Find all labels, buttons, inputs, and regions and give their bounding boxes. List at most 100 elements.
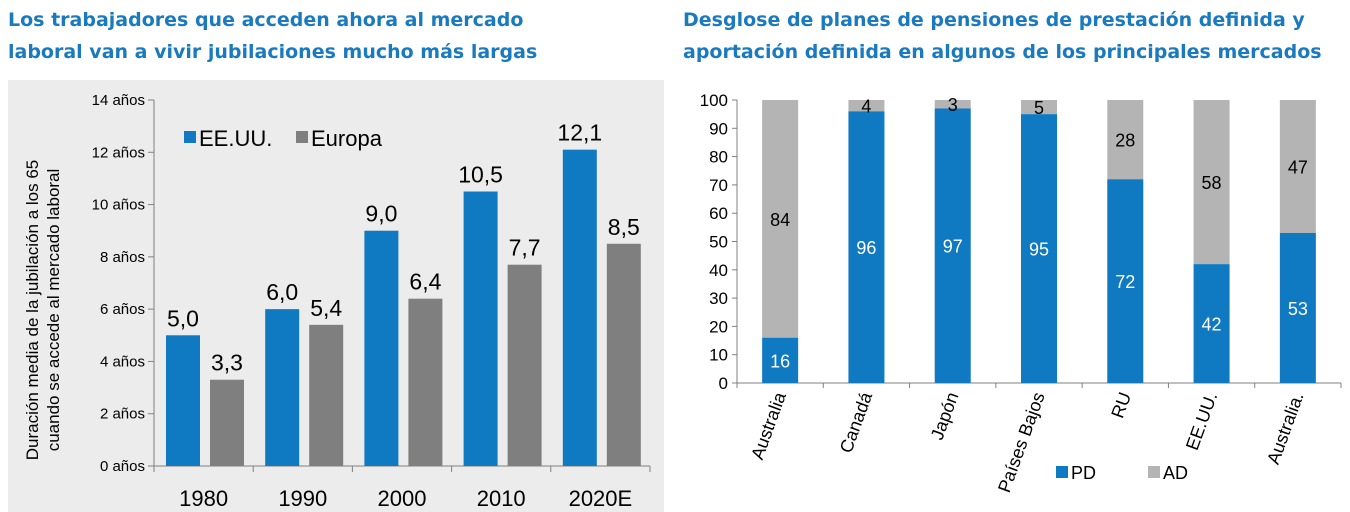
- data-label-ad: 47: [1288, 158, 1308, 178]
- data-label-pd: 97: [943, 237, 963, 257]
- legend-label-eeuu: EE.UU.: [199, 126, 272, 151]
- bar-eeuu: [562, 149, 597, 466]
- y-tick-label: 4 años: [100, 353, 145, 370]
- right-chart-title: Desglose de planes de pensiones de prest…: [683, 4, 1350, 68]
- data-label-ad: 84: [770, 210, 790, 230]
- y-tick-label: 60: [709, 204, 728, 223]
- bar-ad: [1193, 100, 1230, 265]
- legend-label-europa: Europa: [311, 126, 383, 151]
- data-label: 6,4: [409, 269, 441, 295]
- legend-swatch-ad: [1148, 466, 1160, 478]
- y-tick-label: 20: [709, 317, 728, 336]
- bar-ad: [1279, 100, 1316, 234]
- legend: PD AD: [1056, 463, 1188, 483]
- data-label-ad: 5: [1034, 98, 1044, 118]
- bar-europa: [507, 264, 542, 466]
- y-tick-label: 50: [709, 233, 728, 252]
- data-label-pd: 95: [1029, 240, 1049, 260]
- data-label-ad: 58: [1202, 173, 1222, 193]
- x-tick-label: 2020E: [569, 486, 633, 511]
- bar-europa: [606, 243, 641, 466]
- left-title-line-1: Los trabajadores que acceden ahora al me…: [8, 9, 524, 31]
- bar-pd: [1107, 179, 1144, 383]
- data-label-ad: 4: [861, 97, 871, 117]
- bar-eeuu: [463, 191, 498, 466]
- x-tick-label: Países Bajos: [994, 390, 1049, 496]
- bar-pd: [848, 111, 885, 383]
- y-tick-label: 70: [709, 176, 728, 195]
- y-tick-label: 14 años: [92, 92, 145, 109]
- pension-plans-chart-panel: 0 10 20 30 40 50 60 70 80 90 100 16 84 Australia 96 4 Ca…: [683, 80, 1350, 512]
- bar-europa: [309, 324, 344, 466]
- bar-ad: [1021, 100, 1057, 115]
- x-tick-label: 1990: [278, 486, 327, 511]
- data-label: 10,5: [458, 162, 503, 188]
- retirement-duration-chart-panel: 0 años 2 años 4 años 6 años 8 años 10 años 12 …: [8, 80, 664, 512]
- data-label-pd: 96: [856, 238, 876, 258]
- x-tick-label: 1980: [179, 486, 228, 511]
- legend-swatch-pd: [1056, 466, 1068, 478]
- x-tick-label: Canadá: [836, 389, 877, 456]
- bar-eeuu: [364, 230, 399, 466]
- y-tick-label: 8 años: [100, 249, 145, 266]
- y-axis-title-line-2: cuando se accede al mercado laboral: [44, 169, 63, 452]
- data-label: 6,0: [266, 279, 298, 305]
- y-tick-label: 30: [709, 289, 728, 308]
- data-label: 5,0: [167, 305, 199, 331]
- bar-ad: [934, 100, 971, 109]
- bar-ad: [1107, 100, 1144, 180]
- data-label-pd: 42: [1202, 315, 1222, 335]
- y-axis-title-line-1: Duración media de la jubilación a los 65: [23, 160, 42, 461]
- pension-plans-chart: 0 10 20 30 40 50 60 70 80 90 100 16 84 Australia 96 4 Ca…: [700, 91, 1342, 496]
- data-label: 5,4: [310, 295, 342, 321]
- data-label-ad: 3: [948, 95, 958, 115]
- y-tick-label: 12 años: [92, 144, 145, 161]
- data-label-pd: 53: [1288, 299, 1308, 319]
- x-tick-label: Australia: [747, 389, 790, 463]
- bar-eeuu: [265, 309, 300, 466]
- left-chart-title: Los trabajadores que acceden ahora al me…: [8, 4, 628, 68]
- left-title-line-2: laboral van a vivir jubilaciones mucho m…: [8, 41, 538, 63]
- data-label: 7,7: [509, 235, 541, 261]
- x-tick-label: Australia.: [1263, 390, 1307, 467]
- data-label-pd: 16: [770, 351, 790, 371]
- legend-swatch-eeuu: [184, 131, 196, 143]
- y-tick-label: 10 años: [92, 197, 145, 214]
- y-tick-label: 80: [709, 148, 728, 167]
- y-tick-label: 0: [719, 374, 728, 393]
- x-tick-label: Japón: [927, 390, 963, 443]
- x-tick-label: 2000: [378, 486, 427, 511]
- data-label-ad: 28: [1115, 131, 1135, 151]
- bar-ad: [848, 100, 885, 112]
- y-tick-label: 2 años: [100, 406, 145, 423]
- y-axis-title: Duración media de la jubilación a los 65…: [23, 160, 63, 461]
- legend-label-ad: AD: [1163, 463, 1188, 483]
- retirement-duration-chart: 0 años 2 años 4 años 6 años 8 años 10 años 12 …: [23, 92, 651, 511]
- bar-ad: [762, 100, 799, 338]
- x-tick-label: RU: [1107, 390, 1135, 421]
- bar-eeuu: [166, 335, 200, 466]
- bar-pd: [1193, 264, 1230, 383]
- y-tick-label: 0 años: [100, 458, 145, 475]
- data-label: 8,5: [608, 214, 640, 240]
- y-tick-label: 40: [709, 261, 728, 280]
- right-title-line-2: aportación definida en algunos de los pr…: [683, 41, 1322, 63]
- right-title-line-1: Desglose de planes de pensiones de prest…: [683, 9, 1305, 31]
- y-tick-label: 6 años: [100, 301, 145, 318]
- bar-pd: [762, 337, 799, 383]
- x-tick-label: 2010: [477, 486, 526, 511]
- legend: EE.UU. Europa: [184, 126, 383, 151]
- x-tick-label: EE.UU.: [1182, 390, 1221, 453]
- data-label: 12,1: [557, 120, 602, 146]
- legend-label-pd: PD: [1071, 463, 1096, 483]
- data-label-pd: 72: [1115, 272, 1135, 292]
- data-label: 9,0: [365, 201, 397, 227]
- bar-europa: [408, 298, 443, 466]
- bar-pd: [1279, 233, 1316, 383]
- data-label: 3,3: [211, 350, 243, 376]
- y-tick-label: 90: [709, 119, 728, 138]
- y-tick-label: 100: [700, 91, 728, 110]
- bar-pd: [934, 108, 971, 384]
- y-tick-label: 10: [709, 346, 728, 365]
- bar-europa: [210, 379, 244, 466]
